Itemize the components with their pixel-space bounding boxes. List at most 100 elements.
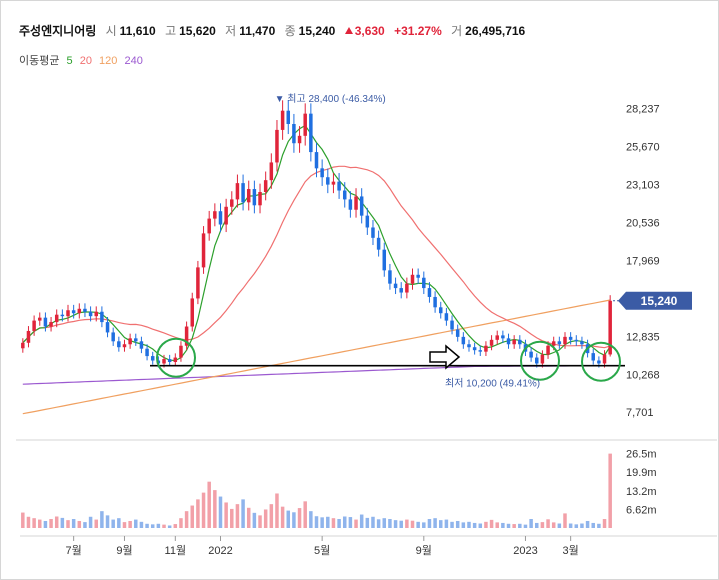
volume-bar xyxy=(382,518,387,528)
candle-body xyxy=(608,300,612,355)
volume-bar xyxy=(139,521,144,528)
candle-body xyxy=(60,314,65,317)
high-value: 15,620 xyxy=(179,24,216,38)
candle-body xyxy=(388,270,392,284)
ma-120-line xyxy=(22,299,611,415)
volume-bar xyxy=(224,502,228,528)
candle-body xyxy=(275,129,279,163)
volume-bar xyxy=(585,520,590,528)
volume-bar xyxy=(467,521,471,528)
candle-body xyxy=(467,344,471,348)
price-tick-label: 10,268 xyxy=(626,369,660,381)
candle-body xyxy=(128,338,132,345)
volume-bar xyxy=(286,510,291,528)
candle-body xyxy=(478,350,483,352)
candle-body xyxy=(461,336,466,345)
candle-body xyxy=(309,113,313,153)
volume-bar xyxy=(337,519,341,528)
volume-bar xyxy=(117,518,121,528)
candle-body xyxy=(139,341,144,349)
volume-bar xyxy=(416,521,420,528)
volume-bar xyxy=(241,499,245,528)
volume-bar xyxy=(269,504,274,528)
candle-body xyxy=(21,342,25,349)
candle-body xyxy=(348,199,353,210)
last-price-badge xyxy=(618,291,692,310)
volume-bar xyxy=(21,512,25,528)
volume-bar xyxy=(105,515,110,528)
volume-bar xyxy=(280,506,285,528)
volume-bar xyxy=(122,522,127,528)
x-tick-label: 2023 xyxy=(513,545,537,557)
volume-bar xyxy=(365,517,370,528)
candle-body xyxy=(546,345,550,355)
candle-body xyxy=(326,177,330,185)
volume-bar xyxy=(218,496,223,528)
low-value: 11,470 xyxy=(239,24,276,38)
price-tick-label: 23,103 xyxy=(626,180,660,192)
candle-body xyxy=(241,183,245,203)
volume-bar xyxy=(77,520,82,528)
volume-bar xyxy=(342,516,347,528)
candle-body xyxy=(580,341,584,345)
volume-bar xyxy=(111,519,115,528)
candle-body xyxy=(167,359,172,362)
volume-bar xyxy=(376,519,381,528)
candle-body xyxy=(38,317,42,321)
volume-bar xyxy=(574,524,579,528)
candle-body xyxy=(337,181,341,191)
candle-body xyxy=(506,338,511,345)
candle-body xyxy=(410,274,415,284)
candle-body xyxy=(184,326,189,346)
volume-bar xyxy=(184,511,189,528)
volume-bar xyxy=(60,517,65,528)
volume-bar xyxy=(292,512,296,528)
volume-bar xyxy=(405,519,409,528)
volume-bar xyxy=(388,519,392,528)
volume-bar xyxy=(179,518,183,528)
volume-bar xyxy=(331,518,336,528)
close-value: 15,240 xyxy=(298,24,336,38)
candle-body xyxy=(218,211,223,225)
volume-bar xyxy=(32,518,36,528)
change-value: 3,630 xyxy=(344,24,385,38)
candle-body xyxy=(591,353,595,361)
volume-bar xyxy=(128,520,132,528)
candle-body xyxy=(563,336,567,345)
volume-bar xyxy=(196,499,200,528)
candle-body xyxy=(71,310,76,314)
candle-body xyxy=(173,357,178,362)
volume-bar xyxy=(371,516,375,528)
volume-tick-label: 13.2m xyxy=(626,486,657,498)
candle-body xyxy=(201,233,206,268)
moving-average-legend[interactable]: 이동평균 5 20 120 240 xyxy=(19,52,147,68)
volume-bar xyxy=(450,521,454,528)
candle-body xyxy=(518,339,522,345)
candle-body xyxy=(43,317,48,327)
volume-tick-label: 6.62m xyxy=(626,504,657,516)
ma-240: 240 xyxy=(124,55,143,67)
volume-bar xyxy=(150,524,155,528)
volume-bar xyxy=(568,523,573,528)
candle-body xyxy=(568,336,573,340)
volume-bar xyxy=(213,490,217,528)
up-triangle-icon xyxy=(344,27,353,34)
last-price-text: 15,240 xyxy=(641,294,678,308)
volume-bar xyxy=(495,522,499,528)
candle-body xyxy=(376,237,381,250)
price-tick-label: 28,237 xyxy=(626,104,660,116)
volume-bar xyxy=(433,518,437,528)
ma-legend-label: 이동평균 xyxy=(19,55,60,67)
volume-bar xyxy=(94,519,98,528)
volume-bar xyxy=(252,512,257,528)
candle-body xyxy=(207,218,211,234)
candle-body xyxy=(32,320,36,331)
volume-bar xyxy=(580,523,584,528)
candle-body xyxy=(145,348,149,357)
volume-bar xyxy=(26,516,31,528)
candle-body xyxy=(246,189,251,203)
volume-bar xyxy=(546,519,550,528)
volume-bar xyxy=(83,522,87,528)
volume-bar xyxy=(326,516,330,528)
